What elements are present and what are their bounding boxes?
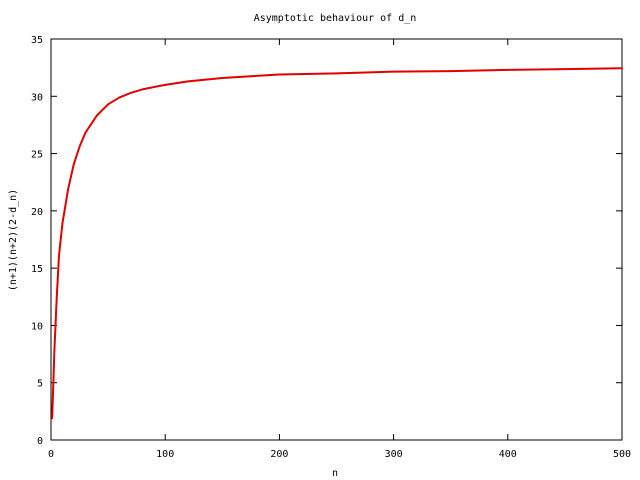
x-tick-label: 0 (48, 449, 54, 460)
chart-title: Asymptotic behaviour of d_n (254, 13, 417, 24)
axis-ticks (50, 38, 623, 441)
axis-tick-labels: 0 100 200 300 400 500 0 5 10 15 20 25 30 35 (31, 35, 631, 460)
x-tick-label: 200 (270, 449, 288, 460)
y-tick-label: 25 (31, 150, 43, 161)
series-line-0 (51, 67, 623, 420)
plot-frame (50, 38, 623, 441)
y-axis-label: (n+1)(n+2)(2-d_n) (8, 189, 19, 291)
y-tick-label: 5 (37, 379, 43, 390)
y-tick-label: 20 (31, 207, 43, 218)
y-tick-label: 15 (31, 264, 43, 275)
y-tick-label: 0 (37, 436, 43, 447)
y-tick-label: 35 (31, 35, 43, 46)
x-tick-label: 300 (385, 449, 403, 460)
series-group (51, 67, 623, 420)
x-tick-label: 100 (156, 449, 174, 460)
x-tick-label: 500 (613, 449, 631, 460)
y-tick-label: 10 (31, 321, 43, 332)
y-tick-label: 30 (31, 92, 43, 103)
x-tick-label: 400 (499, 449, 517, 460)
x-axis-label: n (332, 468, 338, 479)
